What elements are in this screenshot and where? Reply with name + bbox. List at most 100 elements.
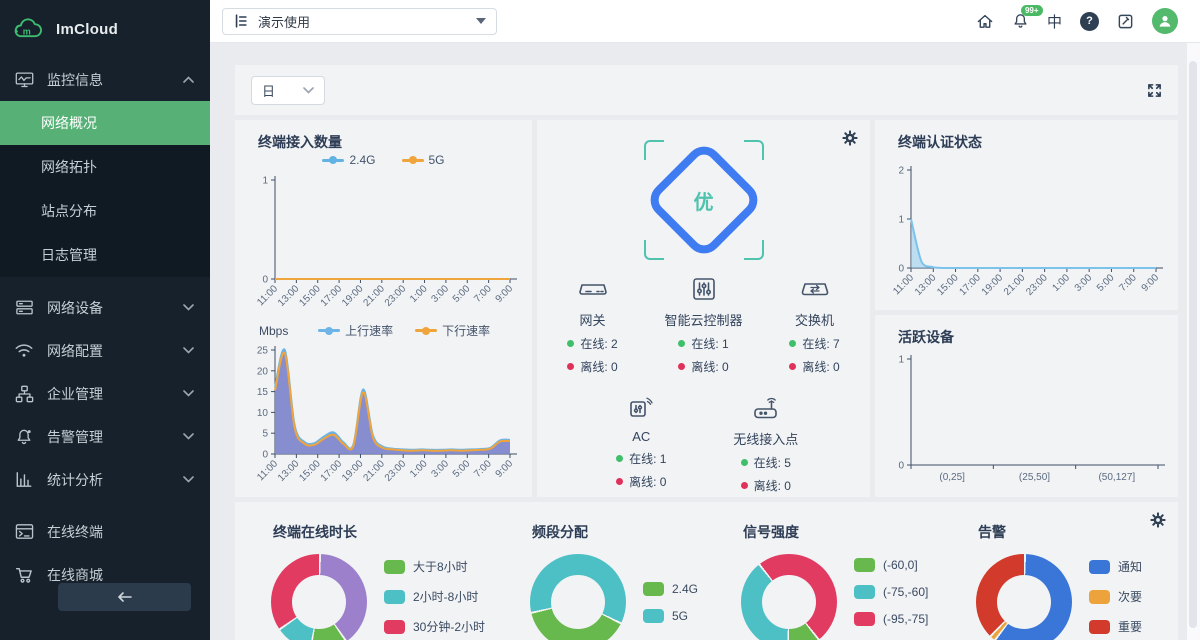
device-offline-count: 离线: 0 [740, 477, 791, 494]
svg-text:15:00: 15:00 [297, 458, 323, 484]
svg-text:5: 5 [262, 429, 268, 440]
svg-text:1:00: 1:00 [408, 283, 430, 305]
chevron-down-icon [183, 304, 194, 311]
legend-item[interactable]: 30分钟-2小时 [384, 618, 485, 635]
svg-text:0: 0 [262, 275, 268, 286]
sidebar-subitem-network-overview[interactable]: 网络概况 [0, 101, 210, 145]
legend-item[interactable]: 次要 [1089, 588, 1142, 605]
org-selector[interactable]: 演示使用 [222, 7, 497, 35]
notifications-bell-icon[interactable]: 99+ [1012, 5, 1043, 30]
language-switcher[interactable]: 中 [1046, 13, 1062, 31]
legend-item[interactable]: 2小时-8小时 [384, 588, 485, 605]
distribution-card: 终端在线时长 大于8小时 2小时-8小时 30分钟-2小时 频段分配 2.4G 5G … [235, 502, 1178, 640]
gear-icon[interactable] [1150, 512, 1166, 528]
offline-text: 离线: 0 [691, 360, 729, 374]
svg-text:21:00: 21:00 [361, 283, 387, 309]
avatar[interactable] [1152, 8, 1178, 34]
feedback-edit-icon[interactable] [1117, 13, 1134, 30]
legend-chip [854, 612, 875, 626]
throughput-chart: 0 5 10 15 20 25 11:00 13:00 15:00 17:00 19:00 21:00… [245, 342, 522, 494]
stats-icon [14, 470, 34, 490]
legend-item[interactable]: 2.4G [322, 153, 376, 167]
corner-bracket-icon [643, 240, 664, 260]
legend-item[interactable]: 上行速率 [318, 322, 393, 339]
terminal-access-legend: 2.4G 5G [235, 153, 532, 167]
svg-text:17:00: 17:00 [319, 458, 345, 484]
home-icon[interactable] [976, 13, 994, 30]
gateway-icon [578, 270, 608, 302]
device-name: 网关 [579, 313, 606, 328]
sidebar-subitem-log-management[interactable]: 日志管理 [41, 247, 97, 263]
svg-text:23:00: 23:00 [383, 283, 409, 309]
period-value: 日 [262, 83, 276, 99]
legend-item[interactable]: 5G [401, 153, 445, 167]
offline-dot [678, 363, 686, 370]
svg-text:9:00: 9:00 [494, 458, 516, 480]
app-name: ImCloud [56, 20, 119, 38]
svg-text:3:00: 3:00 [429, 283, 451, 305]
topbar: 演示使用 99+ 中 ? [210, 0, 1200, 43]
help-icon[interactable]: ? [1080, 11, 1099, 31]
device-name: AC [632, 429, 651, 444]
offline-dot [567, 363, 575, 370]
svg-text:9:00: 9:00 [1140, 272, 1162, 294]
y-axis-unit-label: Mbps [259, 323, 289, 338]
throughput-legend: 上行速率 下行速率 [288, 322, 520, 339]
legend-chip [1089, 619, 1110, 634]
legend-label: 上行速率 [345, 324, 394, 338]
sidebar-item-enterprise-management[interactable]: 企业管理 [0, 372, 210, 415]
device-online-count: 在线: 1 [678, 335, 729, 352]
svg-text:19:00: 19:00 [980, 272, 1006, 298]
legend-label: 2.4G [349, 153, 376, 167]
sidebar-item-alarm-management[interactable]: 告警管理 [0, 415, 210, 458]
legend-marker [322, 156, 345, 164]
legend-marker [318, 326, 341, 335]
chevron-down-icon [183, 433, 194, 440]
period-selector[interactable]: 日 [251, 75, 325, 105]
sidebar-item-monitoring[interactable]: 监控信息 [0, 58, 210, 101]
svg-text:11:00: 11:00 [255, 458, 280, 483]
legend-item[interactable]: 2.4G [643, 582, 698, 596]
svg-text:17:00: 17:00 [957, 272, 983, 298]
device-row: AC 在线: 1 离线: 0 无线接入点 在线: 5 离线: 0 [537, 389, 870, 494]
sidebar-item-statistics-analysis[interactable]: 统计分析 [0, 458, 210, 501]
sidebar-item-network-devices[interactable]: 网络设备 [0, 286, 210, 329]
legend-chip [384, 619, 405, 634]
legend-item[interactable]: (-95,-75] [854, 612, 928, 626]
card-title: 活跃设备 [898, 329, 954, 345]
legend-item[interactable]: 通知 [1089, 558, 1142, 575]
sidebar-item-network-config[interactable]: 网络配置 [0, 329, 210, 372]
active-devices-card: 活跃设备 0 1 (0,25] (25,50] (50,127] [875, 315, 1178, 497]
legend-label: 30分钟-2小时 [413, 620, 486, 634]
sidebar-subitem-site-distribution[interactable]: 站点分布 [41, 203, 97, 219]
svg-text:2: 2 [898, 166, 904, 177]
sidebar-item-label: 统计分析 [47, 471, 103, 488]
legend-item[interactable]: 重要 [1089, 618, 1142, 635]
device-online-count: 在线: 5 [740, 454, 791, 471]
legend-item[interactable]: (-75,-60] [854, 585, 928, 599]
svg-text:21:00: 21:00 [1002, 272, 1028, 298]
corner-bracket-icon [743, 240, 764, 260]
gear-icon[interactable] [842, 130, 858, 146]
svg-text:5:00: 5:00 [1095, 272, 1117, 294]
online-dot [678, 340, 686, 347]
scrollbar-thumb[interactable] [1189, 61, 1197, 628]
svg-text:13:00: 13:00 [276, 283, 302, 309]
sidebar-item-online-terminals[interactable]: 在线终端 [0, 510, 210, 553]
sidebar-subitem-network-topology[interactable]: 网络拓扑 [41, 159, 97, 175]
device-offline-count: 离线: 0 [616, 473, 666, 490]
sidebar-collapse-button[interactable] [58, 583, 191, 611]
legend-item[interactable]: 5G [643, 609, 698, 623]
legend-item[interactable]: 下行速率 [415, 322, 490, 339]
legend-item[interactable]: (-60,0] [854, 558, 928, 572]
online-duration-section: 终端在线时长 大于8小时 2小时-8小时 30分钟-2小时 [271, 502, 513, 640]
offline-text: 离线: 0 [753, 479, 791, 493]
device-online-count: 在线: 7 [789, 335, 840, 352]
chevron-down-icon [303, 86, 314, 94]
fullscreen-expand-icon[interactable] [1147, 83, 1162, 98]
device-offline-count: 离线: 0 [789, 358, 840, 375]
section-title: 频段分配 [532, 524, 588, 540]
sidebar-item-online-mall[interactable]: 在线商城 [0, 553, 210, 596]
legend-item[interactable]: 大于8小时 [384, 558, 485, 575]
svg-text:20: 20 [257, 366, 269, 377]
